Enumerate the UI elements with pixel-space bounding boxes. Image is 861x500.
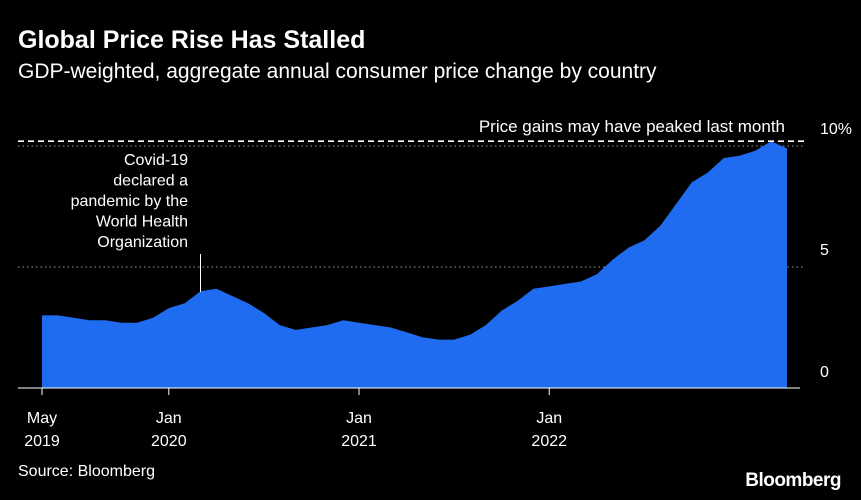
x-tick-label-3-month: Jan xyxy=(536,410,562,427)
x-tick-label-2-month: Jan xyxy=(346,410,372,427)
x-tick-label-0-year: 2019 xyxy=(24,433,60,450)
x-tick-label-2-year: 2021 xyxy=(341,433,377,450)
annotations: Covid-19 declared a pandemic by the World H… xyxy=(18,117,805,292)
bloomberg-logo: Bloomberg xyxy=(745,470,841,491)
x-tick-label-3-year: 2022 xyxy=(531,433,567,450)
cpi-area xyxy=(42,141,787,388)
x-tick-label-1-month: Jan xyxy=(156,410,182,427)
covid-annotation-line-2: pandemic by the xyxy=(71,193,189,210)
area-series xyxy=(42,141,787,388)
gridlines xyxy=(18,145,805,268)
y-tick-label-2: 10% xyxy=(820,121,852,138)
covid-annotation-line-0: Covid-19 xyxy=(124,152,188,169)
y-tick-label-0: 0 xyxy=(820,364,829,381)
chart-title: Global Price Rise Has Stalled xyxy=(18,26,366,54)
covid-annotation-line-4: Organization xyxy=(97,234,188,251)
covid-annotation-line-1: declared a xyxy=(113,173,188,190)
peak-annotation: Price gains may have peaked last month xyxy=(479,117,785,136)
y-tick-label-1: 5 xyxy=(820,242,829,259)
x-tick-label-1-year: 2020 xyxy=(151,433,187,450)
source-note: Source: Bloomberg xyxy=(18,463,155,480)
x-tick-label-0-month: May xyxy=(27,410,57,427)
covid-annotation-line-3: World Health xyxy=(96,214,188,231)
chart-subtitle: GDP-weighted, aggregate annual consumer … xyxy=(18,60,657,83)
axes: 0 5 10% May 2019 Jan 2020 Jan 2021 Jan 2022 xyxy=(18,121,852,450)
